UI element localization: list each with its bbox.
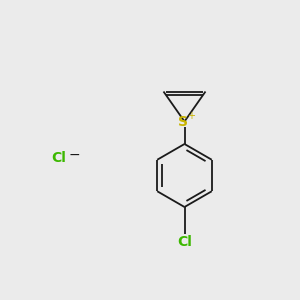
Text: −: − [68, 148, 80, 162]
Text: S: S [178, 115, 188, 129]
Text: +: + [187, 111, 195, 121]
Text: Cl: Cl [177, 235, 192, 248]
Text: Cl: Cl [51, 151, 66, 164]
